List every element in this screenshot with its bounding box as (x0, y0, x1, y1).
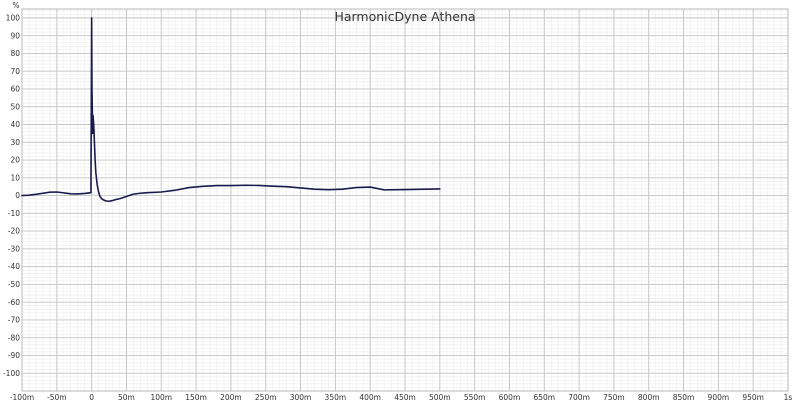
y-tick-label: -50 (8, 280, 20, 289)
chart-title: HarmonicDyne Athena (334, 9, 475, 24)
x-tick-label: 550m (464, 393, 486, 402)
y-tick-label: 100 (6, 13, 21, 22)
y-tick-label: -90 (8, 351, 20, 360)
y-tick-label: 40 (10, 120, 20, 129)
y-tick-label: -20 (8, 227, 20, 236)
x-tick-label: 0 (89, 393, 94, 402)
series-group (21, 17, 441, 203)
y-tick-label: 90 (10, 31, 20, 40)
y-tick-label: -80 (8, 333, 20, 342)
y-axis-unit-label: % (12, 1, 19, 10)
y-tick-label: 0 (15, 191, 20, 200)
y-tick-label: -30 (8, 244, 20, 253)
x-tick-label: -100m (10, 393, 34, 402)
x-tick-label: 900m (708, 393, 730, 402)
y-tick-label: -60 (8, 298, 20, 307)
y-tick-label: 70 (10, 67, 20, 76)
y-tick-label: 60 (10, 85, 20, 94)
x-tick-label: -50m (47, 393, 67, 402)
x-tick-label: 50m (118, 393, 135, 402)
y-tick-label: -100 (3, 369, 20, 378)
x-tick-label: 950m (742, 393, 764, 402)
x-tick-label: 500m (429, 393, 451, 402)
x-tick-label: 600m (499, 393, 521, 402)
x-tick-label: 400m (359, 393, 381, 402)
y-tick-label: -70 (8, 316, 20, 325)
y-tick-label: 30 (10, 138, 20, 147)
y-tick-label: -10 (8, 209, 20, 218)
x-axis-tick-labels: -100m -50m 0 50m 100m 150m 200m 250m 300m 350m 400… (10, 393, 793, 402)
y-tick-label: 10 (10, 173, 20, 182)
x-tick-label: 1s (784, 393, 793, 402)
y-tick-label: 80 (10, 49, 20, 58)
x-tick-label: 700m (568, 393, 590, 402)
y-tick-label: 50 (10, 102, 20, 111)
x-tick-label: 300m (290, 393, 312, 402)
x-tick-label: 100m (150, 393, 172, 402)
x-tick-label: 450m (394, 393, 416, 402)
y-tick-label: 20 (10, 156, 20, 165)
x-tick-label: 800m (638, 393, 660, 402)
x-tick-label: 350m (325, 393, 347, 402)
plot-frame (21, 8, 789, 392)
x-tick-label: 200m (220, 393, 242, 402)
x-tick-label: 750m (603, 393, 625, 402)
impulse-response-line (21, 17, 441, 203)
y-axis-tick-labels: 1009080706050403020100-10-20-30-40-50-60… (3, 13, 20, 377)
y-tick-label: -40 (8, 262, 20, 271)
x-tick-label: 850m (673, 393, 695, 402)
x-tick-label: 650m (533, 393, 555, 402)
x-tick-label: 250m (255, 393, 277, 402)
major-gridlines (21, 9, 789, 391)
x-tick-label: 150m (185, 393, 207, 402)
